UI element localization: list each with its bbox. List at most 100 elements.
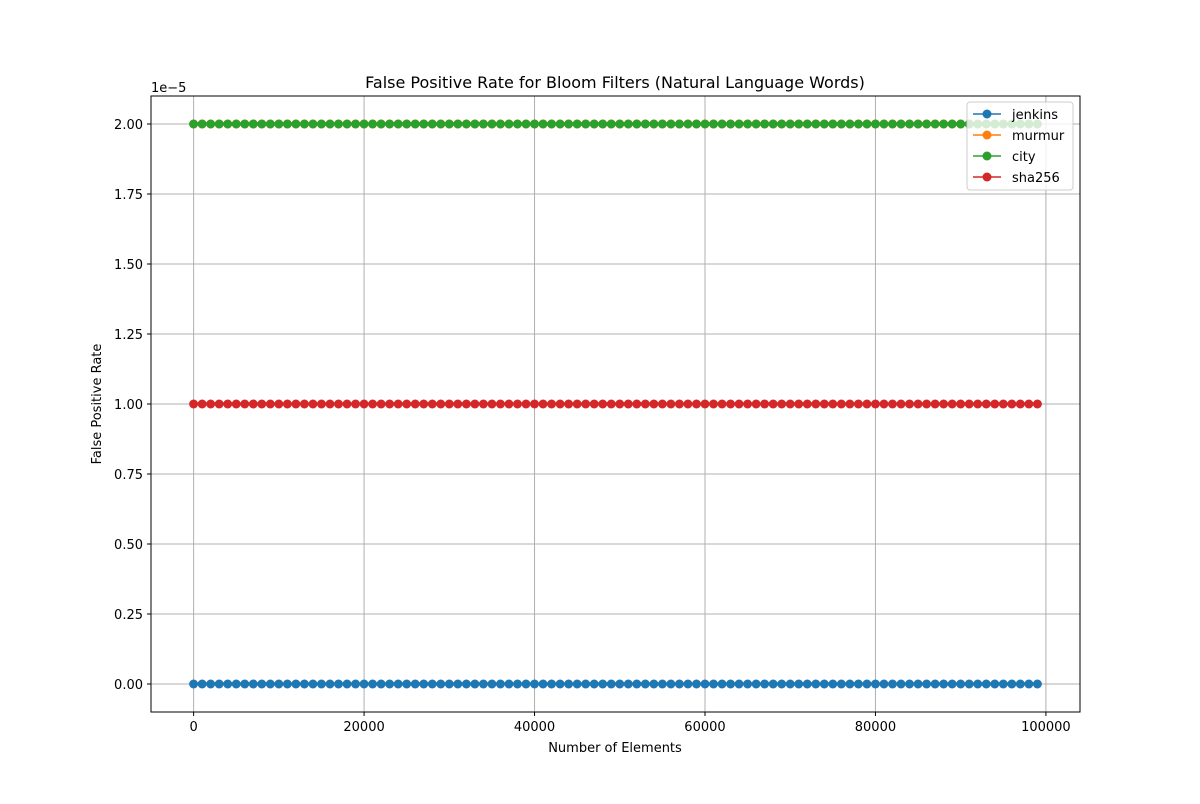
data-point-sha256	[888, 399, 897, 409]
data-point-city	[691, 119, 701, 129]
data-point-city	[487, 119, 497, 129]
data-point-jenkins	[291, 679, 301, 689]
x-tick-label: 40000	[514, 720, 555, 735]
legend-label: jenkins	[1011, 108, 1058, 123]
data-point-city	[351, 119, 361, 129]
data-point-city	[709, 119, 719, 129]
data-point-sha256	[1015, 399, 1025, 409]
data-point-city	[478, 119, 488, 129]
data-point-city	[402, 119, 412, 129]
data-point-jenkins	[870, 679, 880, 689]
data-point-jenkins	[768, 679, 778, 689]
data-point-city	[572, 119, 582, 129]
data-point-city	[657, 119, 667, 129]
data-point-sha256	[555, 399, 565, 409]
data-point-sha256	[734, 399, 744, 409]
series-jenkins	[189, 679, 1042, 689]
data-point-city	[368, 119, 378, 129]
data-point-sha256	[862, 399, 872, 409]
y-tick-label: 2.00	[114, 118, 143, 133]
data-point-jenkins	[410, 679, 420, 689]
data-point-jenkins	[623, 679, 633, 689]
data-point-jenkins	[691, 679, 701, 689]
data-point-sha256	[351, 399, 361, 409]
data-point-jenkins	[316, 679, 326, 689]
data-point-jenkins	[751, 679, 761, 689]
y-tick-label: 1.75	[114, 188, 143, 203]
data-point-sha256	[427, 399, 437, 409]
data-point-jenkins	[717, 679, 727, 689]
data-point-sha256	[760, 399, 770, 409]
data-point-jenkins	[743, 679, 753, 689]
data-point-sha256	[990, 399, 1000, 409]
x-tick-label: 100000	[1021, 720, 1071, 735]
data-point-sha256	[743, 399, 753, 409]
data-point-sha256	[197, 399, 207, 409]
data-point-jenkins	[240, 679, 250, 689]
data-point-city	[794, 119, 804, 129]
data-point-sha256	[836, 399, 846, 409]
data-point-sha256	[1007, 399, 1017, 409]
data-point-jenkins	[342, 679, 352, 689]
data-point-city	[956, 119, 966, 129]
data-point-city	[666, 119, 676, 129]
data-point-city	[206, 119, 216, 129]
data-point-city	[589, 119, 599, 129]
data-point-sha256	[623, 399, 633, 409]
data-point-sha256	[299, 399, 309, 409]
data-point-city	[930, 119, 940, 129]
series-sha256	[189, 399, 1042, 409]
data-point-sha256	[1032, 399, 1042, 409]
data-point-jenkins	[453, 679, 463, 689]
data-point-sha256	[419, 399, 429, 409]
y-tick-label: 1.25	[114, 328, 143, 343]
data-point-jenkins	[547, 679, 557, 689]
data-point-city	[316, 119, 326, 129]
data-point-city	[334, 119, 343, 129]
data-point-jenkins	[359, 679, 369, 689]
data-point-city	[734, 119, 744, 129]
data-point-jenkins	[444, 679, 454, 689]
data-point-city	[512, 119, 522, 129]
data-point-jenkins	[495, 679, 505, 689]
data-point-sha256	[845, 399, 855, 409]
data-point-sha256	[649, 399, 659, 409]
data-point-sha256	[1024, 399, 1034, 409]
data-point-city	[265, 119, 275, 129]
data-point-jenkins	[265, 679, 275, 689]
legend-marker	[982, 130, 992, 140]
data-point-jenkins	[879, 679, 889, 689]
x-axis-label: Number of Elements	[548, 741, 682, 756]
data-point-sha256	[674, 399, 684, 409]
data-point-sha256	[487, 399, 497, 409]
data-point-jenkins	[615, 679, 625, 689]
data-point-city	[385, 119, 395, 129]
data-point-sha256	[453, 399, 463, 409]
data-point-jenkins	[1024, 679, 1034, 689]
data-point-sha256	[939, 399, 949, 409]
data-point-city	[299, 119, 309, 129]
data-point-city	[947, 119, 957, 129]
data-point-jenkins	[521, 679, 531, 689]
data-point-city	[700, 119, 710, 129]
data-point-sha256	[282, 399, 292, 409]
data-point-jenkins	[606, 679, 616, 689]
data-point-sha256	[905, 399, 915, 409]
legend-marker	[982, 109, 992, 119]
data-point-sha256	[206, 399, 216, 409]
data-point-sha256	[666, 399, 676, 409]
data-point-city	[743, 119, 753, 129]
data-point-city	[870, 119, 880, 129]
data-point-city	[888, 119, 897, 129]
data-point-jenkins	[794, 679, 804, 689]
data-point-city	[282, 119, 292, 129]
data-point-city	[726, 119, 736, 129]
data-point-jenkins	[368, 679, 378, 689]
data-point-jenkins	[538, 679, 548, 689]
data-point-jenkins	[760, 679, 770, 689]
data-point-jenkins	[1032, 679, 1042, 689]
data-point-sha256	[504, 399, 514, 409]
data-point-jenkins	[947, 679, 957, 689]
data-point-sha256	[564, 399, 574, 409]
data-point-sha256	[632, 399, 642, 409]
